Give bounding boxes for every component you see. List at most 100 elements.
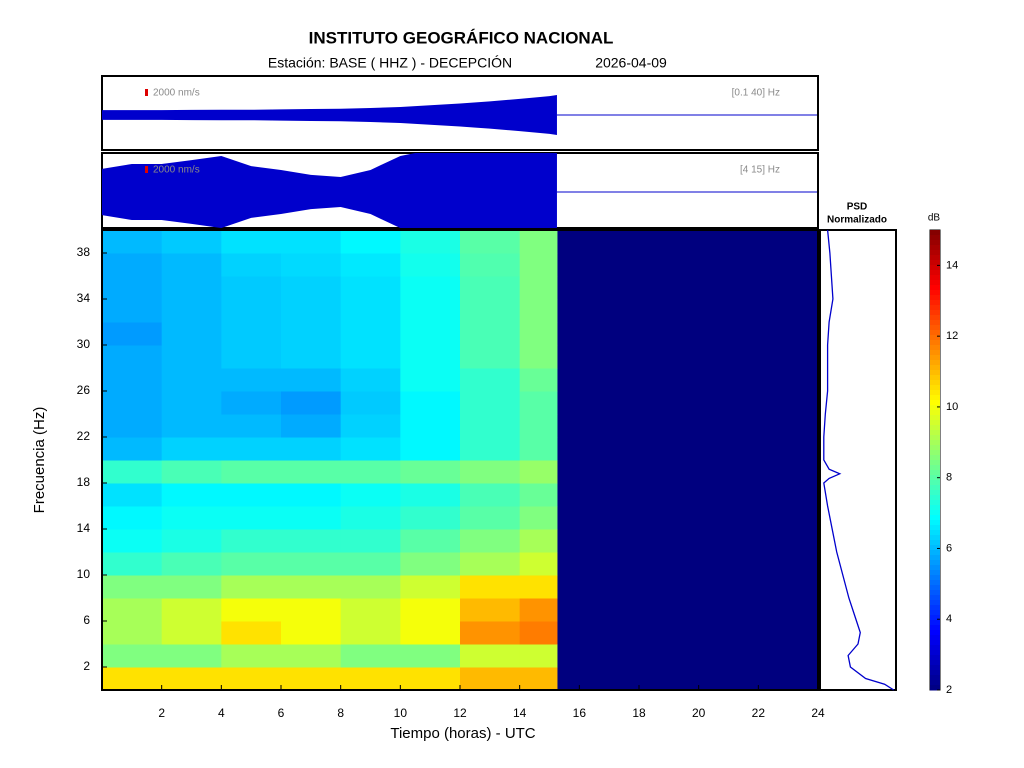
colorbar-swatch [930, 275, 940, 281]
colorbar-swatch [930, 325, 940, 331]
y-tick-label: 38 [77, 245, 91, 259]
colorbar-swatch [930, 555, 940, 561]
heat-cell [102, 506, 163, 530]
band-label: [4 15] Hz [740, 165, 780, 176]
x-axis-label: Tiempo (horas) - UTC [390, 725, 535, 742]
heat-cell [460, 529, 521, 553]
heat-cell [460, 644, 521, 668]
colorbar-swatch [930, 340, 940, 346]
heat-cell [221, 483, 282, 507]
heat-cell [102, 276, 163, 300]
heat-cell [340, 598, 401, 622]
heat-cell [340, 414, 401, 438]
heat-cell [340, 667, 401, 691]
heat-cell [400, 506, 461, 530]
heat-cell [460, 253, 521, 277]
heat-cell [519, 322, 558, 346]
colorbar-swatch [930, 385, 940, 391]
heat-cell [400, 621, 461, 645]
y-tick-label: 34 [77, 291, 91, 305]
colorbar-swatch [930, 560, 940, 566]
heat-cell [102, 299, 163, 323]
heat-cell [221, 253, 282, 277]
heat-cell [161, 506, 222, 530]
heat-cell [102, 598, 163, 622]
heat-cell [519, 644, 558, 668]
heat-cell [400, 667, 461, 691]
heat-cell [340, 506, 401, 530]
colorbar-tick-label: 4 [946, 613, 952, 625]
colorbar-swatch [930, 635, 940, 641]
colorbar-swatch [930, 525, 940, 531]
heat-cell [221, 276, 282, 300]
heat-cell [519, 483, 558, 507]
heat-cell [519, 414, 558, 438]
heat-cell [281, 644, 342, 668]
heat-cell [340, 299, 401, 323]
y-tick-label: 2 [83, 659, 90, 673]
heat-cell [400, 414, 461, 438]
heat-cell [400, 230, 461, 254]
colorbar-swatch [930, 460, 940, 466]
colorbar-swatch [930, 430, 940, 436]
colorbar-swatch [930, 440, 940, 446]
heat-cell [281, 529, 342, 553]
station: Estación: BASE ( HHZ ) - DECEPCIÓN [268, 55, 512, 71]
heat-cell [102, 667, 163, 691]
heat-cell [281, 437, 342, 461]
heat-cell [400, 460, 461, 484]
heat-cell [281, 345, 342, 369]
x-tick-label: 16 [573, 706, 587, 720]
heat-cell [519, 253, 558, 277]
trace [102, 95, 557, 135]
heat-cell [460, 552, 521, 576]
colorbar-swatch [930, 565, 940, 571]
colorbar-swatch [930, 480, 940, 486]
heat-cell [281, 368, 342, 392]
colorbar-swatch [930, 510, 940, 516]
heat-cell [519, 552, 558, 576]
colorbar-swatch [930, 520, 940, 526]
heat-cell [102, 253, 163, 277]
heat-cell [221, 460, 282, 484]
heat-cell [161, 667, 222, 691]
colorbar-swatch [930, 400, 940, 406]
colorbar-swatch [930, 575, 940, 581]
heat-cell [102, 368, 163, 392]
colorbar-swatch [930, 395, 940, 401]
scale-label: 2000 nm/s [153, 88, 200, 99]
heat-cell [102, 460, 163, 484]
colorbar-swatch [930, 300, 940, 306]
heat-cell [460, 276, 521, 300]
x-tick-label: 14 [513, 706, 527, 720]
psd-title: Normalizado [827, 215, 887, 226]
x-tick-label: 6 [278, 706, 285, 720]
colorbar-swatch [930, 255, 940, 261]
x-tick-label: 2 [158, 706, 165, 720]
heat-cell [281, 598, 342, 622]
heat-cell [221, 299, 282, 323]
heat-cell [221, 345, 282, 369]
heat-cell [400, 322, 461, 346]
colorbar-swatch [930, 670, 940, 676]
colorbar-swatch [930, 630, 940, 636]
heat-cell [460, 667, 521, 691]
y-tick-label: 10 [77, 567, 91, 581]
heat-cell [221, 414, 282, 438]
heat-cell [460, 575, 521, 599]
psd-frame [819, 229, 897, 691]
colorbar-swatch [930, 405, 940, 411]
heat-cell [102, 414, 163, 438]
colorbar-swatch [930, 665, 940, 671]
colorbar-tick-label: 6 [946, 542, 952, 554]
heat-cell [400, 529, 461, 553]
heat-cell [161, 345, 222, 369]
heat-cell [221, 552, 282, 576]
scale-label: 2000 nm/s [153, 165, 200, 176]
heat-cell [519, 276, 558, 300]
heat-cell [519, 299, 558, 323]
heat-cell [161, 230, 222, 254]
colorbar-swatch [930, 365, 940, 371]
heat-cell [340, 529, 401, 553]
heat-cell [102, 345, 163, 369]
